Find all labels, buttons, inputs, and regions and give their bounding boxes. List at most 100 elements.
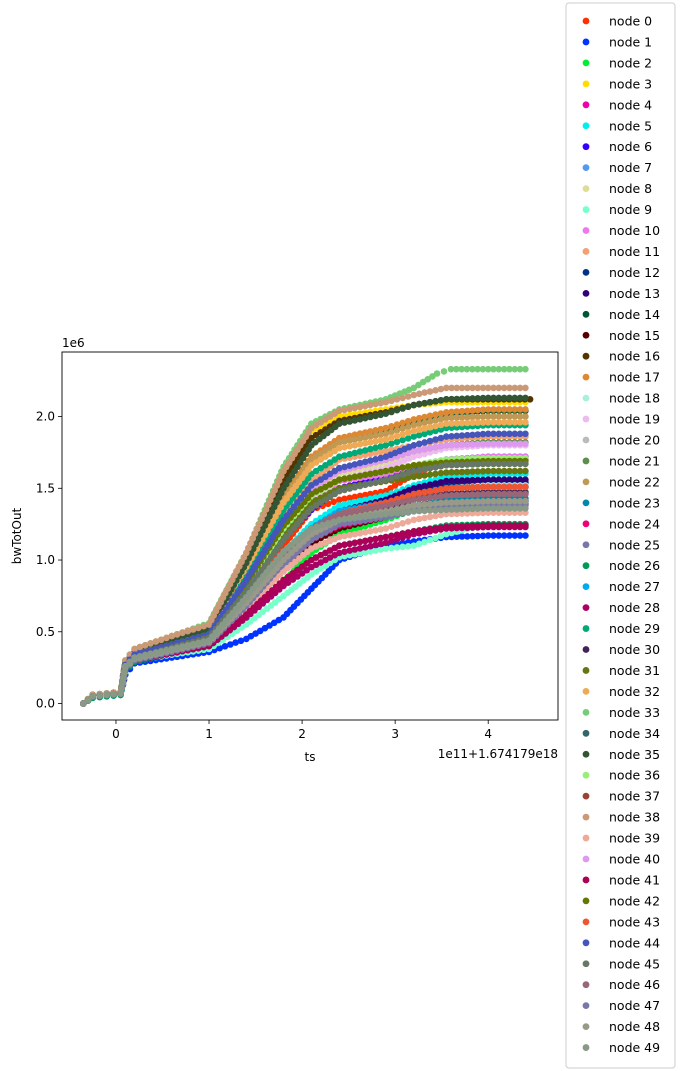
data-point bbox=[221, 643, 229, 650]
data-point bbox=[393, 521, 401, 529]
data-point bbox=[511, 440, 519, 448]
data-point bbox=[426, 398, 434, 406]
data-point bbox=[361, 440, 369, 447]
data-point bbox=[372, 494, 379, 502]
data-point bbox=[506, 419, 513, 426]
data-point bbox=[415, 483, 423, 491]
data-point bbox=[484, 460, 492, 468]
data-point bbox=[495, 497, 503, 505]
data-point bbox=[440, 368, 448, 375]
data-point bbox=[421, 389, 428, 396]
data-point bbox=[516, 497, 524, 505]
data-point bbox=[448, 433, 455, 440]
data-point bbox=[382, 398, 390, 406]
data-point bbox=[469, 413, 476, 421]
data-point bbox=[443, 433, 450, 440]
data-point bbox=[484, 365, 492, 373]
data-point bbox=[426, 444, 434, 452]
data-point bbox=[421, 538, 428, 546]
data-point bbox=[490, 365, 497, 373]
data-point bbox=[448, 492, 455, 499]
data-point bbox=[458, 365, 465, 373]
data-point bbox=[443, 523, 450, 531]
data-point bbox=[372, 456, 379, 463]
data-point bbox=[474, 384, 482, 392]
data-point bbox=[415, 452, 423, 459]
data-point bbox=[511, 490, 519, 498]
data-point bbox=[356, 530, 364, 537]
data-point bbox=[484, 490, 492, 498]
data-point bbox=[336, 464, 343, 472]
data-point bbox=[341, 532, 348, 540]
data-point bbox=[404, 403, 412, 411]
data-point bbox=[237, 637, 245, 645]
data-point bbox=[495, 440, 503, 448]
data-point bbox=[415, 440, 423, 448]
data-point bbox=[516, 419, 524, 426]
data-point bbox=[464, 484, 471, 491]
data-point bbox=[382, 467, 390, 475]
data-point bbox=[410, 442, 418, 449]
data-point bbox=[458, 523, 466, 530]
data-point bbox=[458, 395, 466, 403]
data-point bbox=[437, 532, 445, 540]
data-point bbox=[410, 473, 418, 481]
data-point bbox=[382, 410, 390, 418]
data-point bbox=[372, 400, 379, 408]
data-point bbox=[490, 384, 497, 392]
data-point bbox=[367, 428, 374, 435]
data-point bbox=[426, 437, 434, 445]
data-point bbox=[437, 524, 445, 532]
data-point bbox=[421, 501, 428, 508]
data-point bbox=[382, 502, 390, 509]
series-node-49 bbox=[80, 505, 529, 707]
data-point bbox=[361, 429, 369, 436]
data-point bbox=[437, 415, 445, 423]
data-point bbox=[426, 513, 434, 521]
data-point bbox=[421, 472, 428, 479]
data-point bbox=[372, 438, 379, 445]
data-point bbox=[490, 490, 497, 498]
data-point bbox=[522, 460, 529, 468]
data-point bbox=[361, 537, 369, 545]
data-point bbox=[522, 532, 529, 539]
data-point bbox=[367, 413, 374, 421]
data-point bbox=[361, 447, 369, 454]
data-point bbox=[443, 414, 450, 422]
data-point bbox=[506, 497, 513, 505]
data-point bbox=[351, 526, 359, 533]
data-point bbox=[372, 541, 379, 549]
data-point bbox=[463, 365, 471, 373]
data-point bbox=[393, 432, 401, 440]
data-point bbox=[437, 479, 445, 486]
data-point bbox=[495, 413, 503, 420]
data-point bbox=[399, 464, 406, 471]
data-point bbox=[399, 431, 406, 438]
data-point bbox=[453, 408, 461, 415]
data-point bbox=[511, 532, 519, 539]
data-point bbox=[377, 546, 385, 553]
data-point bbox=[372, 444, 379, 452]
data-point bbox=[448, 499, 455, 506]
data-point bbox=[377, 454, 385, 462]
data-point bbox=[474, 413, 482, 421]
data-point bbox=[346, 547, 354, 554]
data-point bbox=[469, 498, 476, 506]
data-point bbox=[479, 498, 487, 505]
data-point bbox=[426, 494, 434, 501]
data-point bbox=[506, 440, 513, 448]
data-point bbox=[399, 471, 406, 478]
data-point bbox=[415, 515, 423, 523]
data-point bbox=[410, 421, 418, 429]
data-point bbox=[432, 470, 439, 478]
data-point bbox=[388, 532, 395, 540]
data-point bbox=[351, 508, 359, 515]
data-point bbox=[511, 430, 519, 438]
data-point bbox=[432, 427, 439, 435]
data-point bbox=[136, 643, 144, 651]
data-point bbox=[341, 475, 348, 483]
data-point bbox=[464, 441, 471, 448]
data-point bbox=[356, 472, 364, 480]
data-point bbox=[117, 690, 124, 697]
